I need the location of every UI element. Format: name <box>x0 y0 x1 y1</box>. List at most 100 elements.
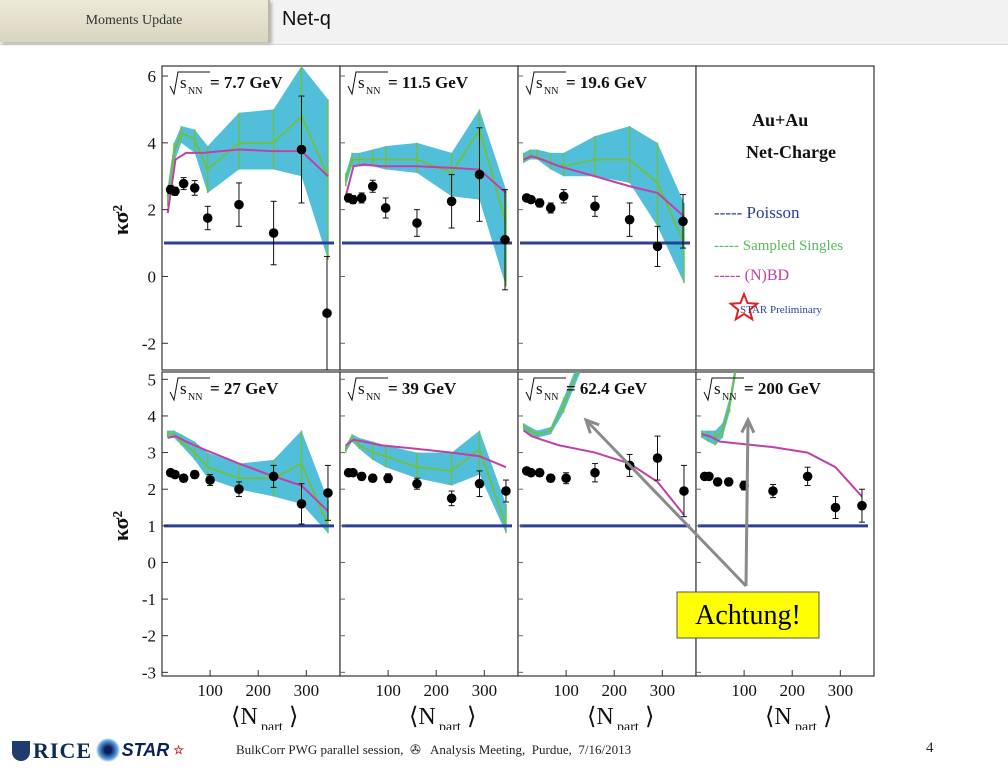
data-point <box>590 201 600 212</box>
sqrt-symbol <box>169 377 210 402</box>
data-point <box>189 183 200 193</box>
data-point <box>348 194 358 205</box>
data-point <box>712 477 723 487</box>
plot-frame <box>161 371 341 677</box>
data-point <box>380 203 391 213</box>
data-point <box>679 486 689 496</box>
callout-text: Achtung! <box>695 600 801 631</box>
data-point <box>545 473 556 484</box>
data-point <box>558 191 569 202</box>
y-tick-label: 0 <box>148 553 157 572</box>
label-s: s <box>358 73 365 92</box>
sampled-singles-line <box>523 372 579 436</box>
data-point <box>768 486 778 496</box>
data-point <box>857 500 867 511</box>
x-axis-label: ⟨N part ⟩ <box>765 704 832 730</box>
data-point <box>170 186 180 197</box>
energy-label: s NN = 27 GeV <box>169 377 279 403</box>
plot-frame <box>517 371 697 677</box>
data-point <box>501 486 511 496</box>
legend-entry: ----- Sampled Singles <box>714 238 843 254</box>
x-tick-label: 100 <box>731 681 757 700</box>
rice-logo: RICE <box>12 738 92 764</box>
data-point <box>704 471 714 482</box>
data-point <box>356 193 367 203</box>
star-icon: ☆ <box>173 743 184 757</box>
y-tick-label: 3 <box>148 444 157 463</box>
label-nn: NN <box>544 392 558 403</box>
label-nn: NN <box>188 86 202 97</box>
x-tick-label: 100 <box>197 681 223 700</box>
data-point <box>526 467 536 478</box>
data-point <box>474 169 485 180</box>
x-axis-label-close: ⟩ <box>289 704 298 730</box>
y-tick-label: 2 <box>148 201 157 220</box>
y-axis-label: κσ² <box>112 205 133 236</box>
label-nn: NN <box>188 392 202 403</box>
label-s: s <box>180 379 187 398</box>
data-point <box>170 469 180 480</box>
label-energy-value: = 19.6 GeV <box>566 73 648 92</box>
chart-panel: s NN = 7.7 GeV -2 0 2 4 6 κσ² <box>112 65 341 371</box>
label-nn: NN <box>544 86 558 97</box>
legend-entry: ----- Poisson <box>714 203 800 222</box>
x-axis-label: ⟨N part ⟩ <box>587 704 654 730</box>
data-point <box>412 478 422 489</box>
label-s: s <box>536 73 543 92</box>
x-axis-label-sub: part <box>617 720 639 730</box>
label-nn: NN <box>366 86 380 97</box>
nbd-line <box>166 148 329 214</box>
sqrt-symbol <box>347 71 388 96</box>
plot-frame <box>339 371 519 677</box>
callout-arrowhead <box>740 416 756 434</box>
label-energy-value: = 62.4 GeV <box>566 379 648 398</box>
callout-arrowhead <box>583 417 600 434</box>
data-point <box>189 469 200 480</box>
callout: Achtung! <box>583 416 820 639</box>
nbd-line <box>523 429 685 516</box>
star-burst-icon <box>96 738 120 762</box>
x-tick-label: 300 <box>650 681 676 700</box>
x-axis-label-main: ⟨N <box>231 704 258 730</box>
nbd-line <box>523 155 685 218</box>
data-point <box>268 228 279 238</box>
data-point <box>678 216 688 227</box>
label-s: s <box>714 379 721 398</box>
sqrt-symbol <box>525 377 566 402</box>
data-point <box>534 198 545 208</box>
header-tab[interactable]: Moments Update <box>0 0 270 42</box>
x-axis-label-sub: part <box>261 720 283 730</box>
x-axis-label-close: ⟩ <box>467 704 476 730</box>
callout-arrow <box>584 418 748 588</box>
x-tick-label: 100 <box>375 681 401 700</box>
x-axis-label-close: ⟩ <box>645 704 654 730</box>
legend-observable: Net-Charge <box>746 142 836 162</box>
data-point <box>178 178 189 189</box>
data-point <box>446 493 457 504</box>
label-energy-value: = 7.7 GeV <box>210 73 283 92</box>
data-point <box>545 203 556 213</box>
data-point <box>205 475 215 485</box>
label-energy-value: = 39 GeV <box>388 379 457 398</box>
sqrt-symbol <box>525 71 566 96</box>
sqrt-symbol <box>347 377 388 402</box>
x-axis-label: ⟨N part ⟩ <box>231 704 298 730</box>
chart-panel: s NN = 27 GeV -3 -2 -1 0 1 2 3 4 5 κσ² 100 200 300 ⟨N par… <box>112 370 341 730</box>
sampled-singles-band <box>167 66 328 260</box>
data-point <box>202 213 213 223</box>
data-point <box>296 144 307 155</box>
star-logo-text: STAR <box>121 739 170 760</box>
energy-label: s NN = 7.7 GeV <box>169 71 283 97</box>
data-point <box>534 467 545 478</box>
nbd-line <box>345 438 507 469</box>
label-energy-value: = 11.5 GeV <box>388 73 469 92</box>
energy-label: s NN = 39 GeV <box>347 377 457 403</box>
label-s: s <box>358 379 365 398</box>
x-tick-label: 100 <box>553 681 579 700</box>
x-tick-label: 200 <box>423 681 449 700</box>
rice-shield-icon <box>12 741 30 761</box>
data-point <box>652 241 663 252</box>
data-point <box>652 453 663 463</box>
nbd-line <box>344 163 507 197</box>
